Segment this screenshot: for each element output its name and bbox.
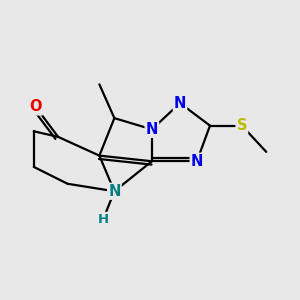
Text: O: O — [29, 99, 42, 114]
Text: N: N — [174, 96, 186, 111]
Text: S: S — [237, 118, 247, 133]
Text: H: H — [98, 213, 109, 226]
Text: N: N — [191, 154, 203, 169]
Text: N: N — [146, 122, 158, 137]
Text: N: N — [108, 184, 121, 199]
